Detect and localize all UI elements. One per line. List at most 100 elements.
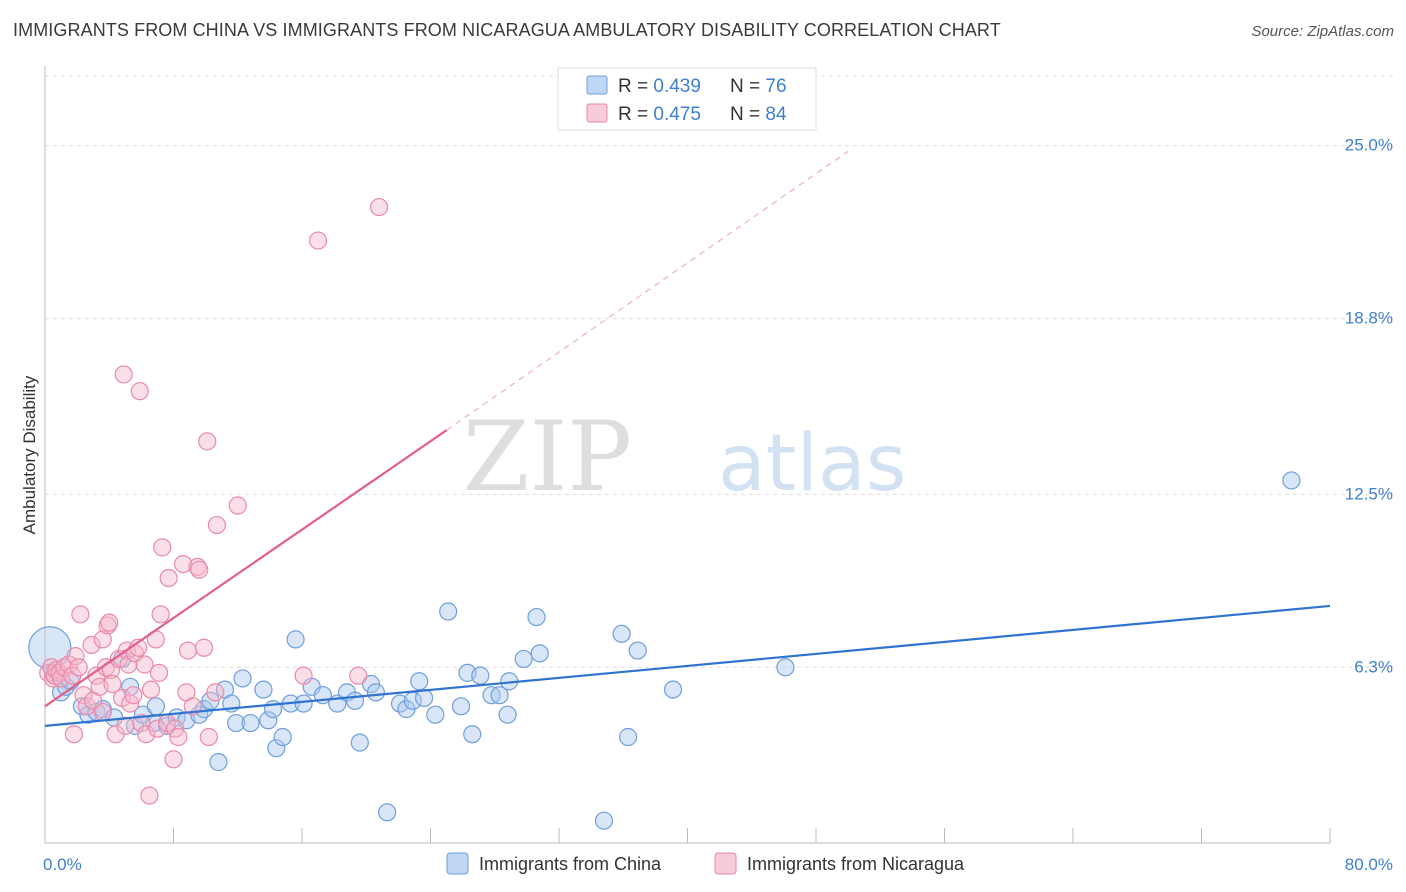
nicaragua-point (130, 382, 149, 401)
zipatlas-watermark: ZIP atlas (463, 401, 907, 513)
nicaragua-point (169, 727, 188, 747)
china-point (527, 607, 546, 627)
china-point (426, 705, 445, 724)
china-point (254, 680, 273, 699)
nicaragua-point (228, 496, 247, 515)
china-point (471, 666, 490, 685)
nicaragua-point (148, 719, 167, 738)
axes (44, 66, 1331, 844)
nicaragua-point (93, 702, 112, 722)
legend-r-label: R = (618, 76, 653, 97)
nicaragua-point (206, 683, 225, 702)
nicaragua-point (69, 658, 88, 677)
nicaragua-trend-line (44, 429, 448, 708)
china-point (410, 672, 429, 691)
legend-r-label: R = (618, 104, 653, 125)
nicaragua-trend-extension (446, 150, 849, 431)
china-point (451, 697, 471, 716)
nicaragua-point (71, 605, 90, 624)
nicaragua-point (100, 613, 119, 632)
nicaragua-point (82, 635, 101, 655)
legend-r-value: 0.439 (653, 76, 701, 97)
bottom-legend-nicaragua: Immigrants from Nicaragua (747, 854, 965, 874)
chart-title: IMMIGRANTS FROM CHINA VS IMMIGRANTS FROM… (13, 20, 1001, 40)
watermark-zip: ZIP (463, 401, 632, 513)
china-point (233, 669, 252, 688)
y-tick-label: 18.8% (1345, 309, 1393, 328)
china-point (146, 697, 165, 716)
bottom-legend-swatch-nicaragua (714, 852, 737, 875)
china-point (227, 713, 246, 733)
x-tick-label: 80.0% (1345, 855, 1393, 874)
grid-lines (45, 75, 1395, 668)
y-tick-label: 6.3% (1354, 657, 1393, 676)
china-point (273, 727, 292, 747)
nicaragua-point (98, 616, 117, 635)
china-point (259, 711, 278, 730)
china-point (628, 641, 647, 660)
china-point (439, 602, 458, 621)
legend-n-label: N = (730, 104, 765, 125)
nicaragua-point (207, 515, 226, 535)
bottom-legend: Immigrants from China Immigrants from Ni… (446, 852, 965, 875)
china-point (530, 644, 549, 663)
nicaragua-point (119, 655, 138, 674)
nicaragua-point (141, 680, 161, 699)
bottom-legend-china: Immigrants from China (479, 854, 662, 874)
nicaragua-point (370, 197, 389, 217)
china-point (366, 683, 385, 702)
y-tick-label: 25.0% (1345, 136, 1393, 155)
nicaragua-point (294, 666, 313, 685)
svg-text:N = 76: N = 76 (730, 76, 787, 97)
y-tick-labels: 6.3% 12.5% 18.8% 25.0% (1345, 136, 1393, 677)
nicaragua-point (190, 560, 209, 579)
china-point (350, 733, 369, 752)
nicaragua-point (174, 554, 193, 574)
nicaragua-point (103, 674, 122, 694)
nicaragua-trend-dashed (446, 150, 849, 431)
nicaragua-point (151, 605, 170, 624)
x-tick-label: 0.0% (43, 855, 82, 874)
legend-n-value: 76 (765, 76, 786, 97)
china-point (463, 725, 482, 744)
china-point (776, 658, 795, 677)
nicaragua-point (199, 727, 218, 747)
nicaragua-point (132, 713, 151, 733)
nicaragua-point (178, 641, 198, 660)
nicaragua-point (114, 365, 133, 384)
china-point (1282, 471, 1301, 490)
china-point (267, 739, 286, 758)
top-legend: R = 0.439 N = 76 R = 0.475 N = 84 (557, 67, 817, 131)
china-point (490, 686, 509, 705)
china-point (241, 713, 260, 733)
legend-n-label: N = (730, 76, 765, 97)
legend-swatch-nicaragua (586, 103, 608, 123)
nicaragua-point (137, 725, 156, 744)
china-point (498, 705, 517, 724)
china-point (209, 753, 228, 772)
nicaragua-point (194, 638, 214, 657)
china-point (594, 811, 614, 830)
nicaragua-point (135, 655, 154, 674)
nicaragua-point (164, 750, 183, 769)
legend-r-value: 0.475 (653, 104, 701, 125)
nicaragua-point (140, 786, 159, 805)
china-point (286, 630, 305, 649)
trend-lines (44, 429, 1331, 727)
china-points (28, 471, 1301, 830)
chart-source: Source: ZipAtlas.com (1251, 23, 1394, 40)
nicaragua-point (124, 686, 143, 705)
nicaragua-point (188, 557, 207, 576)
y-axis-label: Ambulatory Disability (20, 375, 39, 534)
nicaragua-point (64, 725, 84, 744)
y-tick-label: 12.5% (1345, 484, 1393, 503)
nicaragua-point (93, 630, 112, 649)
nicaragua-point (349, 666, 368, 685)
nicaragua-point (51, 669, 71, 688)
nicaragua-points (39, 197, 389, 805)
nicaragua-point (159, 568, 178, 588)
china-point (201, 691, 220, 710)
china-point (294, 694, 313, 713)
legend-swatch-china (586, 75, 608, 95)
